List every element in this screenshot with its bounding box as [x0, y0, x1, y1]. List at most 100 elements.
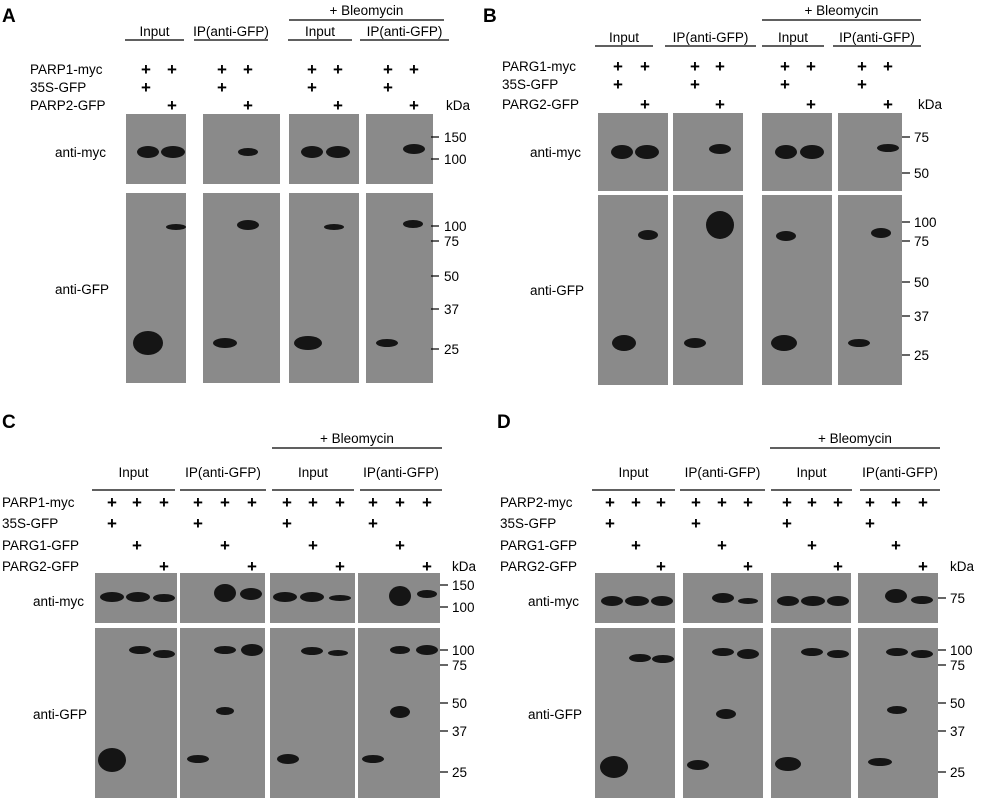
plus-mark: +: [335, 493, 345, 512]
marker-label: 50: [452, 696, 467, 711]
protein-band: [216, 707, 234, 715]
plus-mark: +: [605, 493, 615, 512]
protein-band: [911, 650, 933, 658]
protein-band: [126, 592, 150, 602]
antibody-label: anti-GFP: [528, 707, 582, 722]
protein-band: [214, 584, 236, 602]
protein-band: [390, 646, 410, 654]
marker-label: 75: [914, 130, 929, 145]
construct-label: PARG2-GFP: [500, 559, 577, 574]
protein-band: [161, 146, 185, 158]
plus-mark: +: [891, 536, 901, 555]
protein-band: [326, 146, 350, 158]
plus-mark: +: [132, 493, 142, 512]
blot-membrane-top: [673, 113, 743, 191]
group-label: IP(anti-GFP): [673, 30, 749, 45]
protein-band: [153, 650, 175, 658]
group-label: Input: [298, 465, 328, 480]
plus-mark: +: [282, 514, 292, 533]
protein-band: [137, 146, 159, 158]
protein-band: [911, 596, 933, 604]
plus-mark: +: [422, 557, 432, 576]
group-label: Input: [796, 465, 826, 480]
marker-label: 150: [444, 130, 467, 145]
blot-membrane-bottom: [598, 195, 668, 385]
panel-label-B: B: [483, 6, 497, 27]
marker-label: 75: [950, 591, 965, 606]
protein-band: [403, 220, 423, 228]
protein-band: [324, 224, 344, 230]
plus-mark: +: [282, 493, 292, 512]
plus-mark: +: [243, 60, 253, 79]
blot-membrane-bottom: [838, 195, 902, 385]
protein-band: [129, 646, 151, 654]
group-label: IP(anti-GFP): [193, 24, 269, 39]
kda-label: kDa: [918, 97, 942, 112]
protein-band: [362, 755, 384, 763]
marker-label: 37: [444, 302, 459, 317]
group-label: IP(anti-GFP): [367, 24, 443, 39]
protein-band: [827, 596, 849, 606]
marker-label: 100: [444, 219, 467, 234]
marker-label: 25: [914, 348, 929, 363]
plus-mark: +: [159, 493, 169, 512]
plus-mark: +: [605, 514, 615, 533]
marker-label: 25: [452, 765, 467, 780]
plus-mark: +: [217, 78, 227, 97]
protein-band: [301, 647, 323, 655]
protein-band: [848, 339, 870, 347]
group-label: IP(anti-GFP): [185, 465, 261, 480]
plus-mark: +: [247, 493, 257, 512]
antibody-label: anti-GFP: [33, 707, 87, 722]
antibody-label: anti-myc: [55, 145, 106, 160]
protein-band: [687, 760, 709, 770]
protein-band: [187, 755, 209, 763]
marker-label: 75: [444, 234, 459, 249]
protein-band: [801, 648, 823, 656]
marker-label: 25: [444, 342, 459, 357]
plus-mark: +: [690, 75, 700, 94]
plus-mark: +: [613, 75, 623, 94]
protein-band: [612, 335, 636, 351]
protein-band: [738, 598, 758, 604]
protein-band: [638, 230, 658, 240]
treatment-label: + Bleomycin: [330, 3, 404, 18]
protein-band: [240, 588, 262, 600]
construct-label: PARP1-myc: [2, 495, 75, 510]
plus-mark: +: [782, 493, 792, 512]
group-label: Input: [118, 465, 148, 480]
marker-label: 50: [914, 275, 929, 290]
protein-band: [273, 592, 297, 602]
treatment-label: + Bleomycin: [818, 431, 892, 446]
plus-mark: +: [422, 493, 432, 512]
plus-mark: +: [220, 536, 230, 555]
plus-mark: +: [167, 96, 177, 115]
plus-mark: +: [640, 95, 650, 114]
protein-band: [651, 596, 673, 606]
protein-band: [716, 709, 736, 719]
protein-band: [777, 596, 799, 606]
plus-mark: +: [743, 493, 753, 512]
protein-band: [100, 592, 124, 602]
protein-band: [416, 645, 438, 655]
protein-band: [601, 596, 623, 606]
treatment-label: + Bleomycin: [805, 3, 879, 18]
construct-label: PARP2-myc: [500, 495, 573, 510]
group-label: IP(anti-GFP): [363, 465, 439, 480]
protein-band: [712, 593, 734, 603]
marker-label: 100: [444, 152, 467, 167]
plus-mark: +: [383, 60, 393, 79]
blot-membrane-bottom: [762, 195, 832, 385]
plus-mark: +: [717, 536, 727, 555]
plus-mark: +: [918, 493, 928, 512]
group-label: IP(anti-GFP): [839, 30, 915, 45]
antibody-label: anti-GFP: [55, 282, 109, 297]
plus-mark: +: [141, 78, 151, 97]
plus-mark: +: [141, 60, 151, 79]
plus-mark: +: [631, 493, 641, 512]
protein-band: [328, 650, 348, 656]
protein-band: [652, 655, 674, 663]
construct-label: 35S-GFP: [500, 516, 556, 531]
antibody-label: anti-GFP: [530, 283, 584, 298]
panel-label-A: A: [2, 6, 16, 27]
